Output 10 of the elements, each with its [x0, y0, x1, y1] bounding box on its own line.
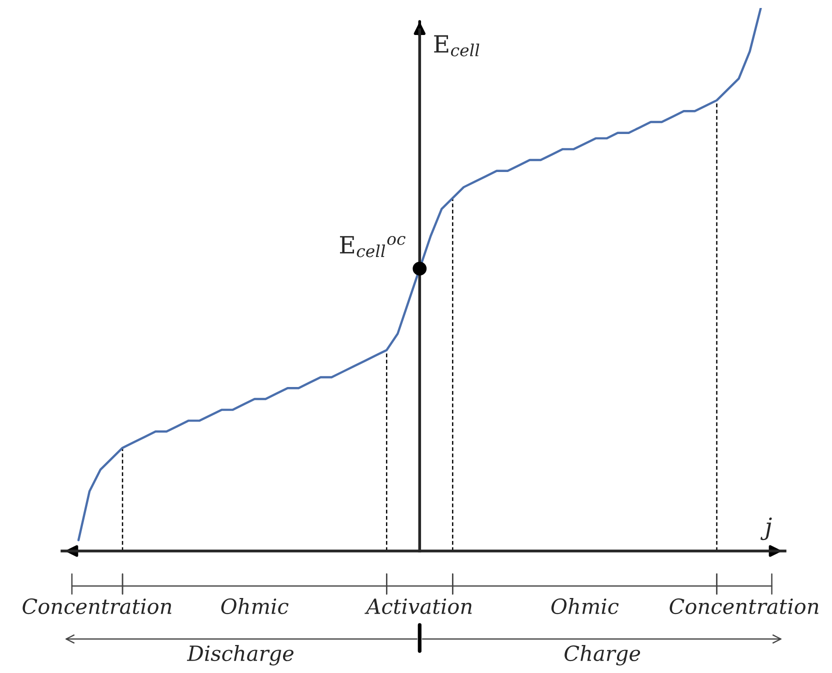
text: Charge — [564, 645, 640, 666]
text: Discharge — [186, 645, 294, 666]
text: Activation — [364, 598, 472, 614]
x-axis-title: j — [760, 518, 772, 540]
y-axis-title: E$_{cell}$ — [434, 35, 480, 56]
text: Concentration — [22, 598, 172, 614]
text: Ohmic — [551, 598, 619, 614]
annotation: E$_{cell}$$^{oc}$ — [340, 236, 406, 258]
text: Ohmic — [221, 598, 288, 614]
text: Concentration — [670, 598, 818, 614]
